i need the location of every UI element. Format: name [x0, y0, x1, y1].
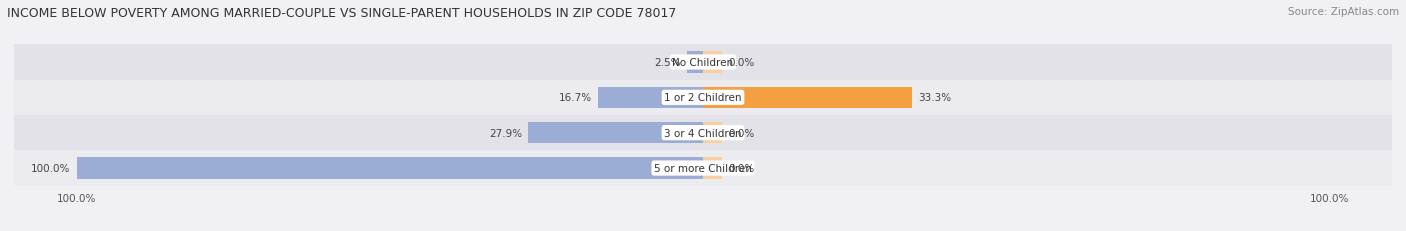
- Bar: [529, 122, 703, 144]
- Text: 0.0%: 0.0%: [728, 58, 754, 68]
- Text: No Children: No Children: [672, 58, 734, 68]
- Text: 33.3%: 33.3%: [918, 93, 950, 103]
- Text: 0.0%: 0.0%: [728, 163, 754, 173]
- Text: INCOME BELOW POVERTY AMONG MARRIED-COUPLE VS SINGLE-PARENT HOUSEHOLDS IN ZIP COD: INCOME BELOW POVERTY AMONG MARRIED-COUPL…: [7, 7, 676, 20]
- Bar: [703, 122, 721, 144]
- Bar: [0, 80, 1406, 116]
- Bar: [688, 52, 703, 73]
- Bar: [0, 45, 1406, 80]
- Text: 1 or 2 Children: 1 or 2 Children: [664, 93, 742, 103]
- Bar: [599, 87, 703, 109]
- Text: 0.0%: 0.0%: [728, 128, 754, 138]
- Bar: [703, 158, 721, 179]
- Text: 5 or more Children: 5 or more Children: [654, 163, 752, 173]
- Text: Source: ZipAtlas.com: Source: ZipAtlas.com: [1288, 7, 1399, 17]
- Bar: [703, 52, 721, 73]
- Bar: [77, 158, 703, 179]
- Text: 100.0%: 100.0%: [31, 163, 70, 173]
- Text: 2.5%: 2.5%: [655, 58, 681, 68]
- Text: 16.7%: 16.7%: [560, 93, 592, 103]
- Bar: [0, 151, 1406, 186]
- Bar: [703, 87, 911, 109]
- Bar: [0, 116, 1406, 151]
- Text: 27.9%: 27.9%: [489, 128, 522, 138]
- Text: 3 or 4 Children: 3 or 4 Children: [664, 128, 742, 138]
